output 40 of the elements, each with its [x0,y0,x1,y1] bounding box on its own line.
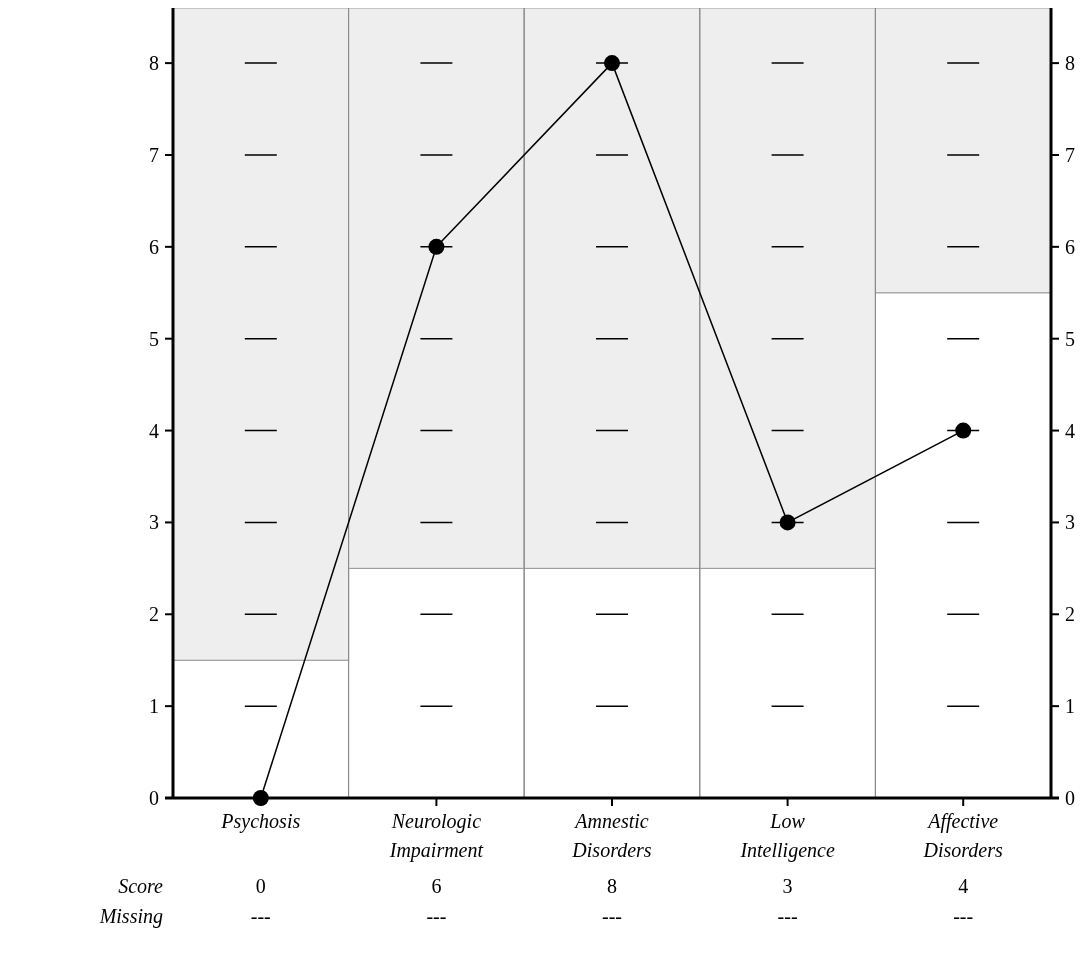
y2-tick-label: 0 [1065,787,1075,809]
y2-tick-label: 4 [1065,419,1075,442]
point [252,790,269,806]
text: Missing [98,905,163,928]
y-tick-label: 3 [149,511,159,534]
y-tick-label: 2 [149,603,159,626]
y-tick-label: 7 [149,143,159,166]
y2-tick-label: 6 [1065,235,1075,258]
x-tick-label: Low Intelligence [739,810,835,862]
y-tick-label: 8 [149,52,159,75]
data-label: 4 [958,875,969,897]
y-tick-label: 4 [149,419,159,442]
text: --- [426,905,447,927]
point [779,514,796,531]
y-tick-label: 0 [149,787,159,809]
y2-tick-label: 7 [1065,143,1075,166]
text: --- [250,905,271,927]
x-tick-label: Affective Disorders [922,810,1004,861]
y2-tick-label: 1 [1065,695,1075,718]
data-label: 6 [431,875,442,897]
y2-tick-label: 2 [1065,603,1075,626]
data-label: 8 [607,875,617,897]
data-label: 3 [782,875,793,897]
text: --- [953,905,974,927]
y-tick-label: 5 [149,327,159,350]
y-tick-label: 1 [149,695,159,718]
x-tick-label: Amnestic Disorders [571,810,652,861]
y2-tick-label: 3 [1065,511,1075,534]
text: Score [118,875,164,897]
y2-tick-label: 5 [1065,327,1075,350]
y-tick-label: 6 [149,235,159,258]
point [955,422,972,439]
y2-tick-label: 8 [1065,52,1075,75]
x-tick-label: Neurologic Impairment [388,810,484,862]
x-tick-label: Psychosis [220,810,301,833]
point [428,238,445,255]
point [604,55,620,72]
text: --- [777,905,798,927]
text: --- [602,905,622,927]
data-label: 0 [255,875,266,897]
